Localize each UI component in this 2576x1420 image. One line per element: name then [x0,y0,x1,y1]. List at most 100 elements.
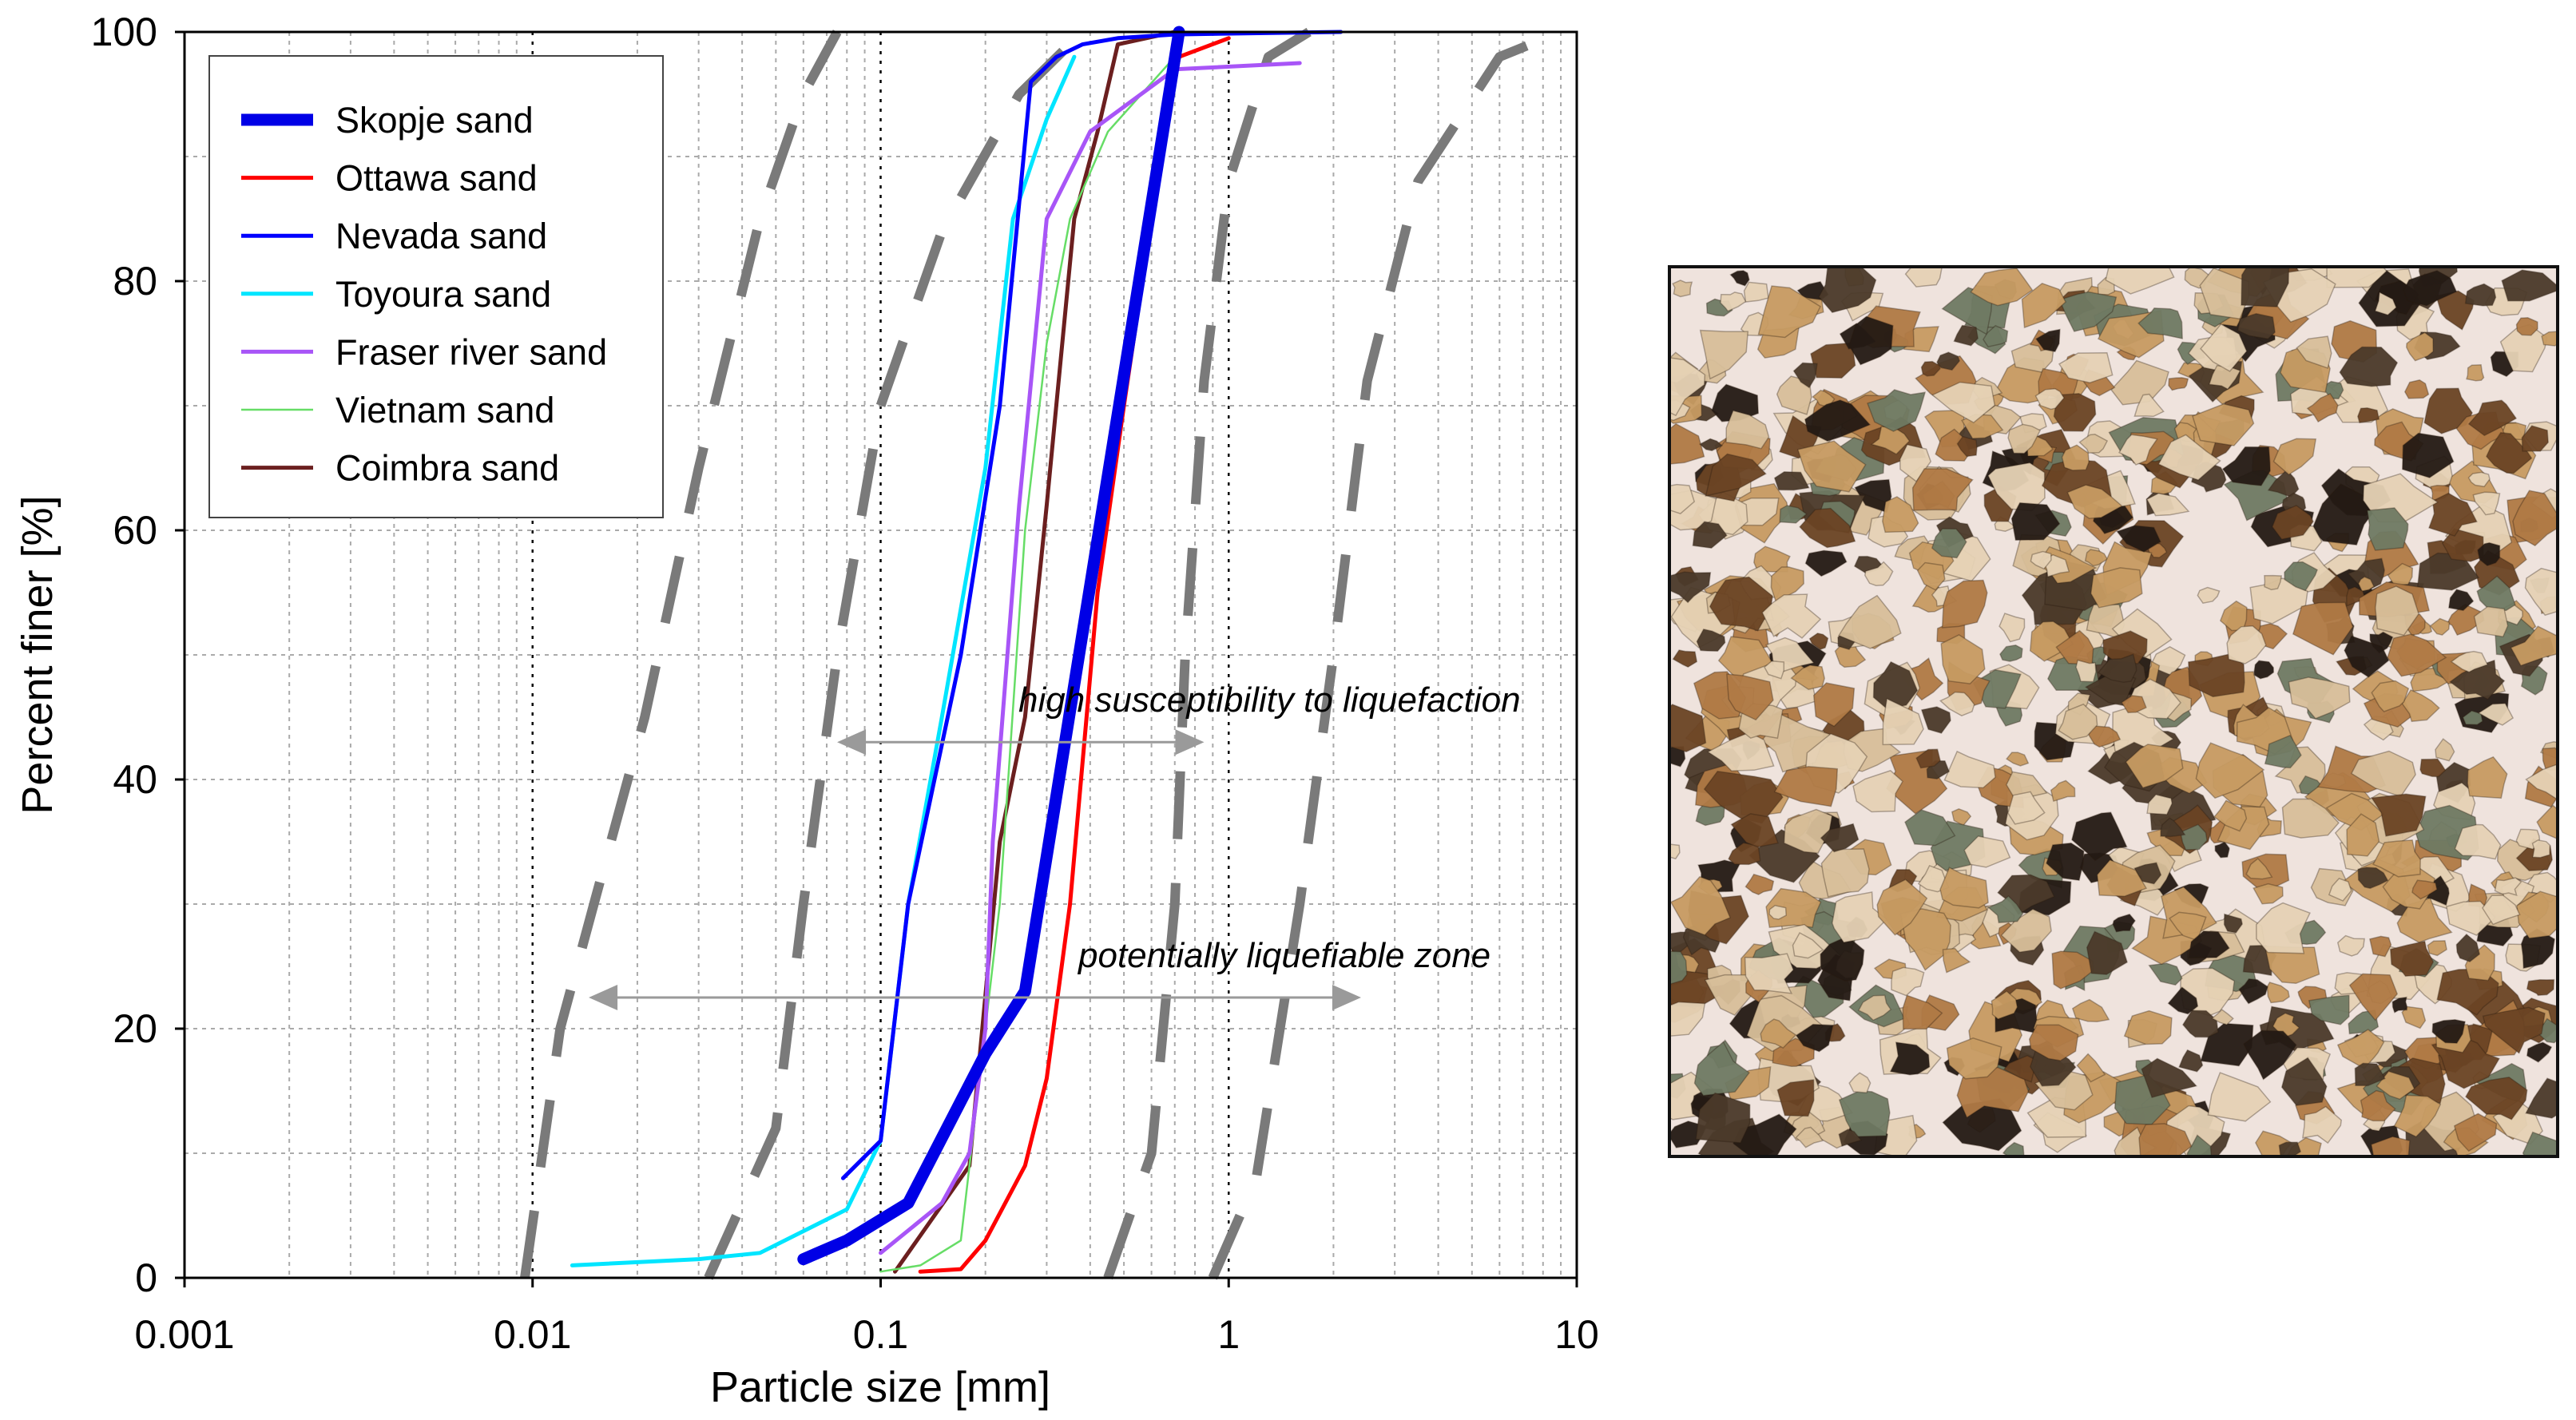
sand-grain [1773,766,1839,807]
sand-grain [1832,891,1888,943]
sand-grain [1997,874,2055,916]
sand-grain [1940,634,1986,684]
sand-grain [2499,323,2548,373]
sand-grain [2147,542,2168,558]
sand-grain [1942,947,1971,974]
sand-grain [1891,966,1925,997]
sand-grain [2306,393,2339,423]
sand-grain [2431,1037,2501,1089]
sand-grain [1953,324,1979,347]
y-tick-label: 60 [113,508,157,553]
sand-grain [2531,839,2551,859]
sand-grain [2419,758,2447,778]
sand-grain [2169,911,2207,942]
sand-grain [2097,653,2137,684]
sand-grain [2112,913,2136,933]
sand-grain [2446,900,2496,936]
sand-grain [2168,377,2189,391]
sand-grain [2000,908,2052,953]
sand-grain [2237,312,2276,340]
sand-grain [2467,399,2518,437]
sand-grain [1671,704,1707,753]
sand-grain [2253,660,2275,680]
x-tick-label: 0.001 [134,1312,234,1357]
x-tick-label: 1 [1217,1312,1240,1357]
sand-grain [2288,676,2351,720]
sand-grain [2521,425,2549,452]
sand-grain [1920,360,1941,377]
sand-grain [2308,994,2350,1025]
sand-grain [2465,1077,2528,1121]
sand-grain [2271,505,2314,541]
sand-grain [2501,269,2556,302]
sand-grain [2389,940,2435,977]
sand-grain [1725,410,1770,450]
sand-grain [1870,426,1911,455]
sand-grain [2118,434,2158,466]
legend-box [208,55,664,518]
sand-grain [2211,1009,2234,1025]
sand-grain [1795,1023,1834,1053]
y-tick-label: 20 [113,1006,157,1051]
sand-grain [1857,994,1892,1021]
sand-grain [1730,813,1779,848]
sand-grain [2272,438,2317,476]
sand-grain [1963,835,2011,868]
sand-grain [1764,660,1785,680]
sand-grain [2076,1053,2106,1083]
sand-grain [2226,625,2267,664]
zone-boundary-line [1208,27,1563,1280]
sand-grain [2477,541,2501,567]
sand-grain [2357,867,2389,890]
sand-grain [2464,944,2495,982]
sand-grain [1838,1090,1891,1137]
sand-grain [2214,841,2230,859]
sand-grain [2428,492,2478,537]
legend-entry: Skopje sand [335,100,534,141]
sand-grain [2191,403,2255,446]
sand-grain [2021,282,2067,329]
sand-grain [2542,747,2556,771]
sand-grain [2208,364,2241,391]
sand-grain [1931,528,1967,559]
sand-grain [1761,593,1822,639]
sand-grain [2401,1006,2427,1029]
sand-grain [2401,688,2440,723]
series-line [841,30,1344,1180]
sand-grain [2447,603,2485,637]
sand-grain [2357,407,2380,424]
sand-grain [2370,1136,2411,1155]
sand-grain [2525,764,2556,799]
sand-grain [1671,1001,1706,1037]
sand-grain [2449,659,2506,700]
sand-grain [2123,1009,2173,1045]
y-axis-title: Percent finer [%] [14,495,62,814]
sand-grain [2221,446,2271,486]
sand-grain [1726,673,1774,721]
sand-grain [1790,664,1825,691]
sand-grain [1970,268,2034,307]
sand-grain [2376,1070,2415,1101]
sand-grain [1773,470,1810,491]
sand-grain [2541,331,2556,347]
sand-grain [2401,432,2455,478]
sand-grain [1783,808,1833,854]
sand-grain [1796,440,1867,493]
sand-grain [2030,550,2052,570]
sand-grain [1698,438,1724,452]
sand-grain [2071,998,2110,1022]
annotation-arrowhead [1175,729,1205,756]
sand-grain [2423,387,2473,434]
sand-grain [1795,1126,1824,1148]
sand-grain [2464,283,2497,307]
sand-grain [1696,629,1726,652]
sand-grain [2061,444,2090,471]
sand-grain [2245,857,2273,880]
sand-grain [1744,873,1775,895]
sand-grain [2272,1012,2300,1038]
sand-grain [2396,897,2453,943]
sand-grain [2473,605,2509,638]
zone-boundary-line [520,30,842,1279]
